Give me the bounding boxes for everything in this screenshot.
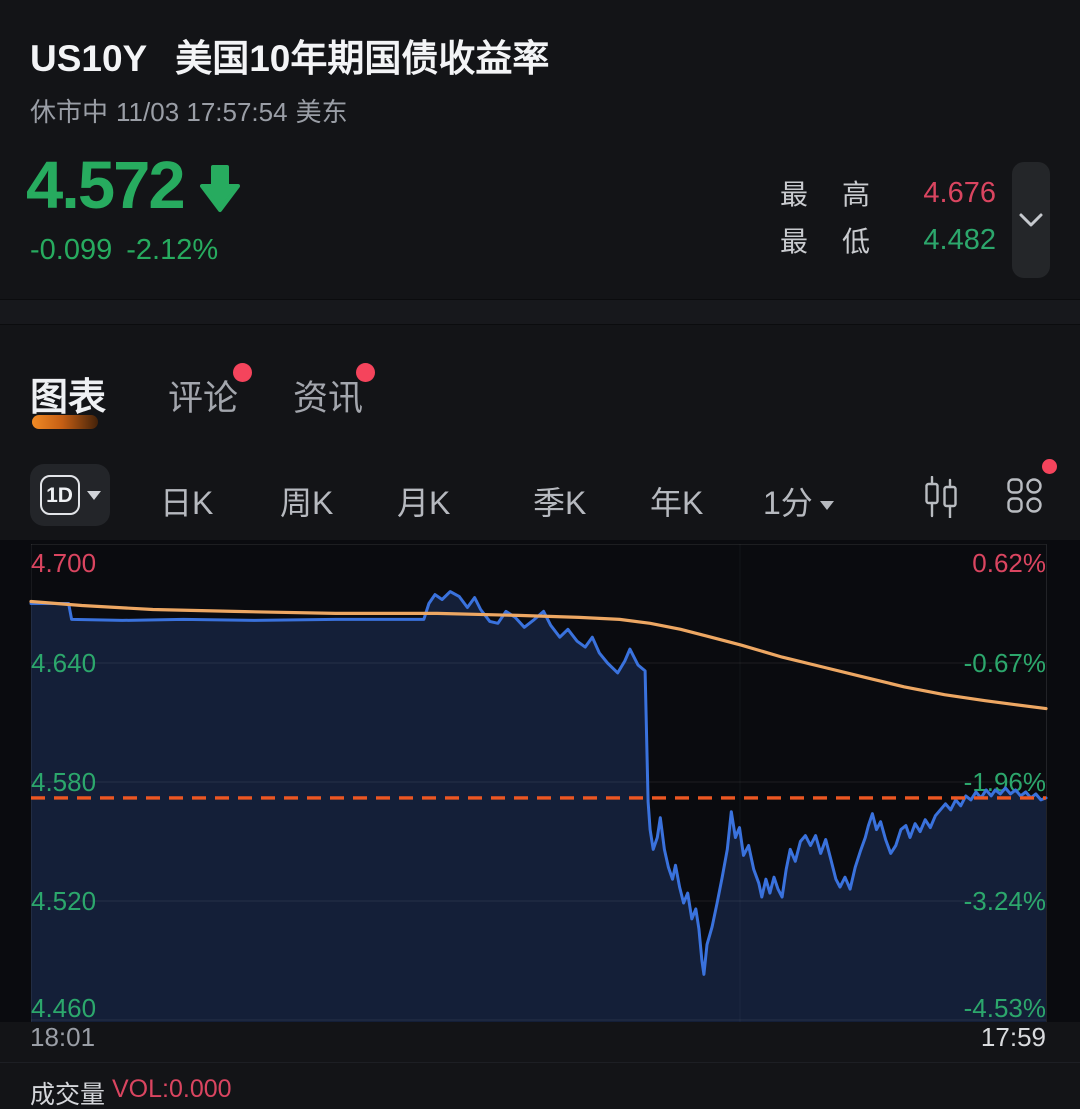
percent-axis-label: -1.96%: [963, 767, 1046, 797]
y-axis-label: 4.640: [31, 648, 97, 678]
price-change: -0.099 -2.12%: [30, 234, 218, 267]
volume-value: VOL:0.000: [112, 1075, 232, 1103]
indicators-menu-button[interactable]: [1006, 477, 1043, 517]
high-low-panel: 最高 4.676 最低 4.482: [780, 176, 996, 272]
market-status-text: 休市中: [30, 97, 109, 127]
timeframe-monthly[interactable]: 月K: [397, 485, 451, 521]
low-row: 最低 4.482: [780, 223, 996, 258]
timeframe-selector[interactable]: 1D: [30, 464, 110, 526]
tab-comments[interactable]: 评论: [168, 370, 238, 421]
tab-comments-label: 评论: [168, 379, 239, 418]
quote-timezone: 美东: [295, 97, 348, 127]
tab-news-label: 资讯: [293, 379, 364, 418]
x-axis: 18:01 17:59: [30, 1022, 1046, 1053]
y-axis-label: 4.580: [31, 767, 97, 797]
candlestick-chart-button[interactable]: [923, 475, 959, 521]
grid-icon: [1007, 478, 1042, 513]
high-value: 4.676: [923, 176, 996, 209]
price-block: 4.572: [26, 148, 240, 224]
percent-axis-label: -3.24%: [963, 886, 1046, 916]
caret-down-icon: [819, 501, 834, 511]
percent-axis-label: -4.53%: [963, 993, 1046, 1023]
high-label: 最高: [780, 179, 870, 210]
timeframe-quarterly[interactable]: 季K: [533, 485, 587, 521]
notification-dot: [356, 363, 375, 382]
collapse-quote-button[interactable]: [1012, 162, 1050, 278]
instrument-header: US10Y 美国10年期国债收益率: [30, 28, 549, 82]
change-value: -0.099: [30, 234, 113, 266]
chevron-down-icon: [1019, 213, 1043, 227]
tab-news[interactable]: 资讯: [293, 370, 363, 421]
quote-datetime: 11/03 17:57:54: [116, 97, 288, 127]
timeframe-minute-label: 1分: [763, 485, 813, 521]
arrow-down-icon: [199, 165, 240, 212]
timeframe-selected: 1D: [39, 475, 80, 515]
high-row: 最高 4.676: [780, 176, 996, 211]
instrument-name: 美国10年期国债收益率: [175, 38, 550, 79]
caret-down-icon: [86, 490, 101, 500]
timeframe-daily[interactable]: 日K: [160, 485, 214, 521]
chart-lines-layer: [29, 590, 1048, 976]
tab-chart-label: 图表: [30, 377, 107, 419]
y-axis-label: 4.460: [31, 993, 97, 1023]
percent-axis-label: -0.67%: [963, 648, 1046, 678]
x-axis-end-time: 17:59: [980, 1022, 1046, 1052]
timeframe-yearly[interactable]: 年K: [650, 485, 704, 521]
volume-label: 成交量: [30, 1081, 106, 1109]
instrument-symbol: US10Y: [30, 38, 148, 79]
market-status: 休市中 11/03 17:57:54 美东: [30, 92, 356, 129]
chart-area[interactable]: 4.700 4.640 4.580 4.520 4.460 0.62% -0.6…: [0, 540, 1080, 1022]
chart-background-layer: [31, 544, 1047, 1022]
section-divider: [0, 299, 1080, 325]
timeframe-weekly[interactable]: 周K: [280, 485, 334, 521]
last-price: 4.572: [26, 148, 186, 223]
active-tab-underline: [32, 415, 98, 429]
low-label: 最低: [780, 226, 870, 257]
change-percent: -2.12%: [126, 234, 219, 266]
percent-axis-label: 0.62%: [972, 548, 1046, 578]
x-axis-start-time: 18:01: [30, 1022, 96, 1052]
notification-dot: [1042, 459, 1057, 474]
y-axis-label: 4.700: [31, 548, 97, 578]
notification-dot: [233, 363, 252, 382]
y-axis-label: 4.520: [31, 886, 97, 916]
tab-chart[interactable]: 图表: [30, 366, 107, 429]
volume-pane: 成交量 VOL:0.000: [0, 1062, 1080, 1109]
candlestick-icon: [925, 475, 957, 520]
low-value: 4.482: [923, 223, 996, 256]
timeframe-minute[interactable]: 1分: [763, 478, 834, 524]
